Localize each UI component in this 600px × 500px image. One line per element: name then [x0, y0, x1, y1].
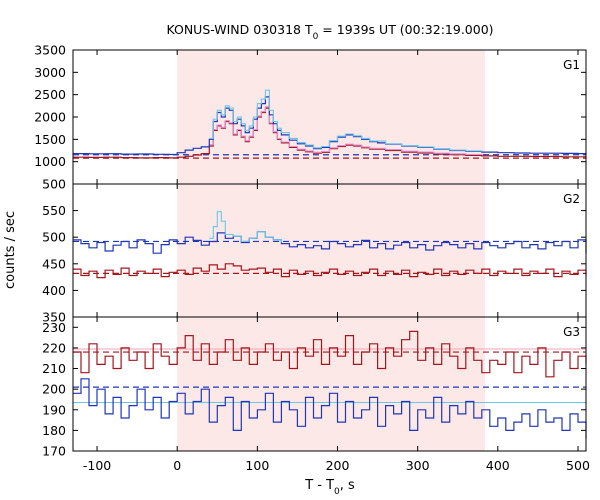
x-tick-label: 400 [486, 458, 510, 473]
y-tick-label: 200 [42, 382, 66, 397]
chart-title: KONUS-WIND 030318 T0 = 1939s UT (00:32:1… [166, 22, 493, 42]
series-red [73, 107, 586, 159]
series-pink [209, 106, 483, 156]
y-tick-label: 450 [42, 256, 66, 271]
y-tick-label: 2500 [34, 87, 66, 102]
y-tick-label: 3500 [34, 43, 66, 58]
series-cyan [209, 89, 483, 152]
series-blue [73, 231, 587, 254]
panel-g3: 170 180 190 200 210 220 230 G3 [42, 316, 587, 459]
panel-name-label: G1 [563, 58, 580, 72]
x-tick-label: -100 [83, 458, 111, 473]
panel-g2: 350 400 450 500 550 G2 [42, 183, 587, 325]
series-cyan [209, 211, 282, 243]
x-tick-label: 0 [173, 458, 181, 473]
y-tick-label: 500 [42, 177, 66, 192]
y-tick-label: 1000 [34, 154, 66, 169]
y-tick-label: 220 [42, 340, 66, 355]
panel-frame [72, 316, 587, 452]
y-tick-label: 550 [42, 203, 66, 218]
y-tick-label: 210 [42, 361, 66, 376]
y-tick-label: 400 [42, 283, 66, 298]
y-tick-label: 350 [42, 310, 66, 325]
y-tick-label: 180 [42, 423, 66, 438]
y-tick-label: 500 [42, 230, 66, 245]
shaded-interval [177, 317, 486, 451]
y-tick-label: 3000 [34, 65, 66, 80]
panel-name-label: G3 [563, 325, 580, 339]
panel-g1: 500 1000 1500 2000 2500 3000 3500 G1 [34, 43, 587, 192]
y-tick-label: 2000 [34, 110, 66, 125]
series-blue [73, 378, 587, 439]
y-tick-label: 170 [42, 444, 66, 459]
x-tick-label: 500 [566, 458, 590, 473]
y-tick-label: 1500 [34, 132, 66, 147]
shaded-interval [177, 184, 486, 317]
y-axis-title: counts / sec [3, 211, 18, 289]
series-red [73, 263, 587, 279]
panels-group: 500100015002000250030003500G135040045050… [34, 43, 590, 474]
x-tick-label: 300 [406, 458, 430, 473]
panel-name-label: G2 [563, 192, 580, 206]
y-tick-label: 230 [42, 320, 66, 335]
x-tick-label: 200 [326, 458, 350, 473]
x-axis-title: T - T0, s [304, 478, 355, 497]
series-red [73, 330, 587, 378]
y-tick-label: 190 [42, 402, 66, 417]
x-tick-label: 100 [245, 458, 269, 473]
shaded-interval [177, 50, 486, 184]
